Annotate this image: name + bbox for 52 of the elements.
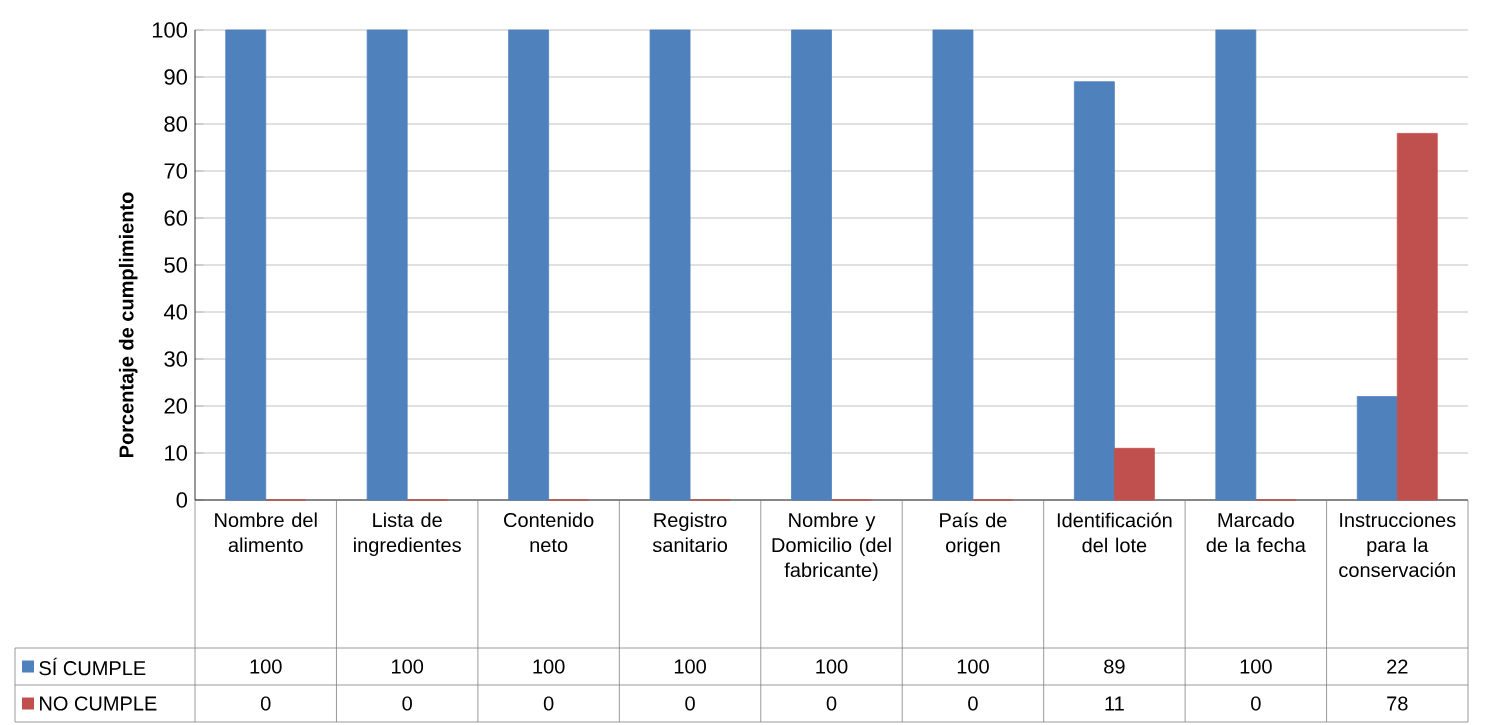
- data-label: 89: [1104, 659, 1125, 674]
- bar: [1396, 133, 1438, 501]
- y-tick-label: 90: [164, 69, 188, 85]
- legend-label: NO CUMPLE: [40, 696, 157, 711]
- x-tick-label: Marcado de la fecha: [1206, 512, 1306, 553]
- y-tick-label: 10: [165, 445, 188, 461]
- data-label: 0: [1251, 696, 1261, 711]
- bar: [225, 29, 267, 501]
- y-tick-label: 40: [163, 304, 188, 320]
- x-tick-label: Nombre del alimento: [215, 512, 317, 553]
- y-tick-label: 80: [164, 116, 188, 132]
- x-tick-label: Lista de ingredientes: [354, 512, 461, 557]
- x-tick-label: Nombre y Domicilio (del fabricante): [772, 512, 891, 582]
- y-tick-label: 30: [164, 351, 188, 367]
- data-label: 100: [250, 659, 282, 674]
- data-label: 100: [392, 659, 424, 674]
- data-label: 0: [402, 696, 412, 711]
- y-tick-label: 60: [164, 210, 188, 226]
- bar: [932, 29, 974, 501]
- legend-label: SÍ CUMPLE: [39, 657, 146, 676]
- data-label: 78: [1387, 696, 1408, 711]
- data-label: 11: [1105, 696, 1124, 711]
- bar: [508, 29, 550, 501]
- data-label: 22: [1387, 659, 1408, 674]
- y-tick-label: 70: [164, 163, 188, 179]
- y-tick-label: 50: [164, 257, 188, 273]
- x-tick-label: Instrucciones para la conservación: [1339, 512, 1456, 578]
- y-axis-title: Porcentaje de cumplimiento: [118, 192, 138, 458]
- data-label: 100: [957, 659, 989, 674]
- data-label: 0: [543, 696, 554, 711]
- x-tick-label: País de origen: [940, 512, 1007, 557]
- x-tick-label: Identificación del lote: [1057, 512, 1172, 553]
- data-label: 100: [674, 659, 706, 674]
- bar: [1073, 81, 1115, 501]
- y-tick-label: 0: [176, 492, 188, 508]
- bar: [1113, 447, 1155, 501]
- bar: [791, 29, 832, 501]
- y-tick-label: 100: [152, 22, 188, 38]
- data-label: 0: [826, 696, 837, 711]
- data-label: 100: [533, 659, 565, 674]
- bar: [649, 29, 691, 501]
- bar: [1356, 396, 1398, 501]
- y-tick-label: 20: [164, 398, 188, 414]
- data-label: 100: [1240, 659, 1272, 674]
- data-label: 100: [816, 659, 848, 674]
- data-label: 0: [260, 696, 271, 711]
- bar: [366, 29, 408, 501]
- x-tick-label: Contenido neto: [504, 512, 594, 553]
- x-tick-label: Registro sanitario: [652, 512, 728, 553]
- bar: [1215, 29, 1257, 501]
- data-label: 0: [685, 696, 695, 711]
- data-label: 0: [968, 696, 978, 711]
